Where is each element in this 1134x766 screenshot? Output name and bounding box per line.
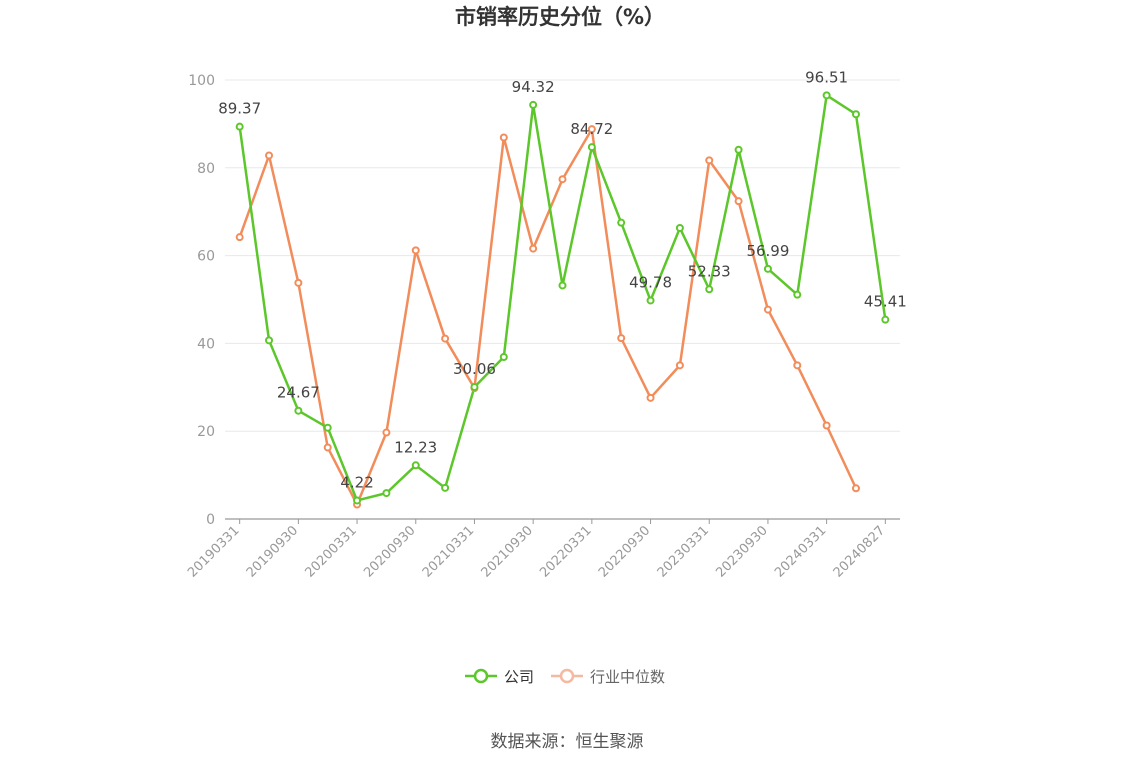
data-label: 12.23 bbox=[394, 438, 437, 456]
data-point-company bbox=[323, 423, 332, 432]
data-point-industry bbox=[529, 244, 538, 253]
x-tick-label: 20230930 bbox=[713, 523, 770, 580]
data-point-industry bbox=[235, 233, 244, 242]
x-tick-label: 20230331 bbox=[655, 523, 712, 580]
data-point-industry bbox=[323, 443, 332, 452]
legend-label: 公司 bbox=[504, 668, 534, 686]
y-tick-label: 80 bbox=[197, 161, 215, 177]
data-point-company bbox=[470, 383, 479, 392]
x-tick-label: 20240827 bbox=[831, 523, 888, 580]
legend-item-industry: 行业中位数 bbox=[551, 668, 665, 686]
axes: 0 20 40 60 80 100 20190331 20190930 20200331 2020… bbox=[185, 73, 900, 581]
x-tick-label: 20220331 bbox=[537, 523, 594, 580]
data-label: 45.41 bbox=[864, 293, 907, 311]
y-tick-label: 20 bbox=[197, 424, 215, 440]
source-note: 数据来源：恒生聚源 bbox=[491, 732, 644, 752]
data-point-company bbox=[646, 296, 655, 305]
data-label: 49.78 bbox=[629, 273, 672, 291]
x-tick-label: 20210331 bbox=[420, 523, 477, 580]
data-label: 89.37 bbox=[218, 100, 261, 118]
data-point-company bbox=[411, 461, 420, 470]
data-point-company bbox=[382, 489, 391, 498]
data-point-industry bbox=[705, 156, 714, 165]
legend-label: 行业中位数 bbox=[590, 668, 665, 686]
series-line-company bbox=[238, 94, 887, 502]
data-point-company bbox=[499, 353, 508, 362]
data-point-company bbox=[675, 223, 684, 232]
data-point-industry bbox=[617, 334, 626, 343]
data-point-company bbox=[881, 315, 890, 324]
x-tick-label: 20190331 bbox=[185, 523, 242, 580]
data-point-industry bbox=[382, 428, 391, 437]
data-label: 84.72 bbox=[570, 120, 613, 138]
x-tick-label: 20200331 bbox=[302, 523, 359, 580]
data-label: 30.06 bbox=[453, 360, 496, 378]
data-label: 24.67 bbox=[277, 384, 320, 402]
data-point-company bbox=[793, 290, 802, 299]
data-point-company bbox=[529, 100, 538, 109]
data-label: 94.32 bbox=[512, 78, 555, 96]
data-point-industry bbox=[793, 361, 802, 370]
data-point-company bbox=[235, 122, 244, 131]
data-point-company bbox=[265, 336, 274, 345]
chart-title: 市销率历史分位（%） bbox=[455, 5, 665, 29]
data-point-industry bbox=[558, 175, 567, 184]
y-tick-label: 100 bbox=[188, 73, 215, 89]
legend: 公司 行业中位数 bbox=[465, 668, 665, 686]
data-point-industry bbox=[587, 125, 596, 134]
y-tick-label: 40 bbox=[197, 336, 215, 352]
data-label: 52.33 bbox=[688, 262, 731, 280]
data-point-company bbox=[441, 483, 450, 492]
x-tick-label: 20240331 bbox=[772, 523, 829, 580]
data-label: 56.99 bbox=[746, 242, 789, 260]
data-point-company bbox=[734, 145, 743, 154]
x-tick-label: 20210930 bbox=[479, 523, 536, 580]
series-line-industry bbox=[238, 127, 858, 506]
data-point-company bbox=[353, 496, 362, 505]
data-point-industry bbox=[441, 334, 450, 343]
x-tick-label: 20190930 bbox=[244, 523, 301, 580]
series-points bbox=[235, 91, 890, 509]
data-point-industry bbox=[265, 151, 274, 160]
data-point-company bbox=[822, 91, 831, 100]
y-tick-label: 60 bbox=[197, 249, 215, 265]
legend-item-company: 公司 bbox=[465, 668, 534, 686]
data-point-company bbox=[851, 110, 860, 119]
data-label: 96.51 bbox=[805, 68, 848, 86]
data-labels: 89.37 24.67 4.22 12.23 30.06 94.32 84.72 49.78 5… bbox=[218, 68, 907, 491]
y-tick-label: 0 bbox=[206, 512, 215, 528]
data-point-industry bbox=[822, 421, 831, 430]
data-point-industry bbox=[499, 133, 508, 142]
data-point-industry bbox=[675, 361, 684, 370]
x-tick-label: 20220930 bbox=[596, 523, 653, 580]
legend-marker bbox=[473, 668, 489, 684]
series-lines bbox=[238, 94, 887, 506]
data-point-company bbox=[294, 406, 303, 415]
x-tick-label: 20200930 bbox=[361, 523, 418, 580]
data-point-industry bbox=[411, 246, 420, 255]
data-point-company bbox=[587, 143, 596, 152]
data-point-industry bbox=[763, 305, 772, 314]
data-point-company bbox=[558, 281, 567, 290]
legend-marker bbox=[559, 668, 575, 684]
data-label: 4.22 bbox=[340, 473, 373, 491]
data-point-industry bbox=[294, 278, 303, 287]
data-point-company bbox=[763, 264, 772, 273]
grid-lines bbox=[225, 79, 900, 432]
data-point-industry bbox=[734, 197, 743, 206]
data-point-company bbox=[705, 285, 714, 294]
data-point-company bbox=[617, 218, 626, 227]
data-point-industry bbox=[646, 393, 655, 402]
data-point-industry bbox=[851, 484, 860, 493]
